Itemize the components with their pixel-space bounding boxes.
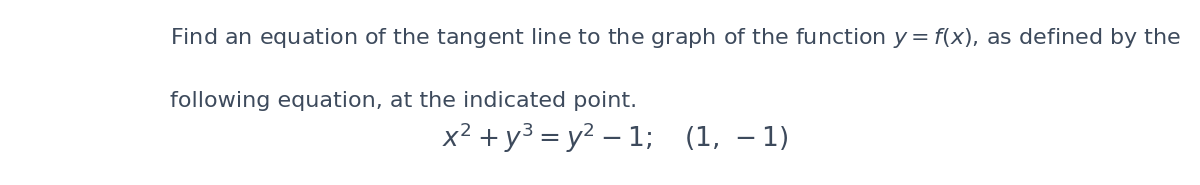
Text: $x^2 + y^3 = y^2 - 1;\quad (1,\,-1)$: $x^2 + y^3 = y^2 - 1;\quad (1,\,-1)$ [442,120,788,155]
Text: following equation, at the indicated point.: following equation, at the indicated poi… [170,91,637,111]
Text: Find an equation of the tangent line to the graph of the function $y = f(x)$, as: Find an equation of the tangent line to … [170,26,1181,51]
